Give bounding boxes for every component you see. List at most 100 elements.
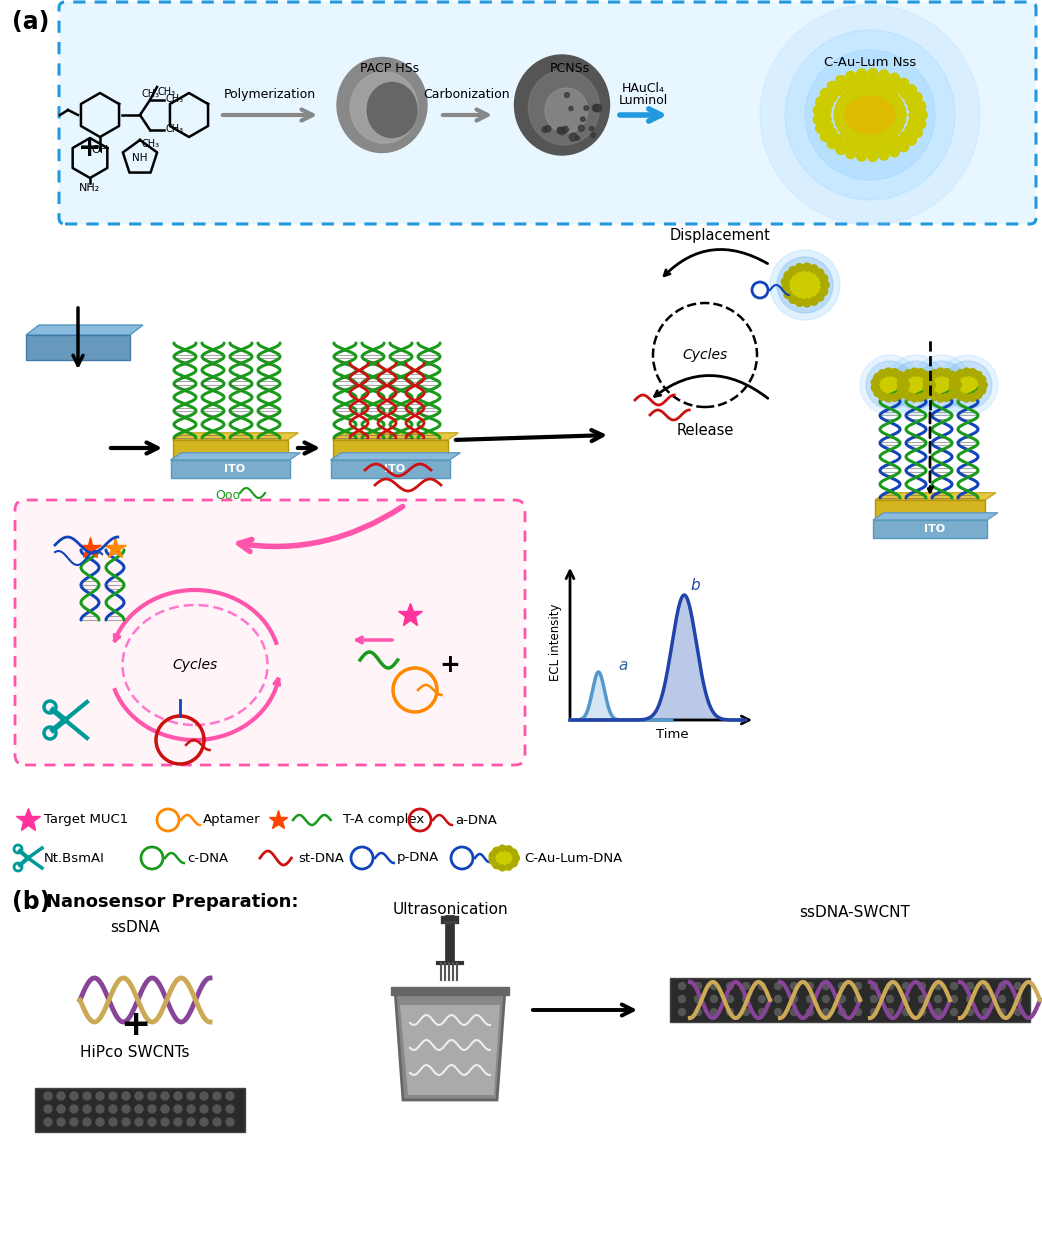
Circle shape (926, 373, 934, 382)
Circle shape (174, 1093, 182, 1100)
Circle shape (867, 145, 877, 155)
Circle shape (695, 996, 701, 1003)
Circle shape (490, 858, 496, 864)
Text: NH: NH (132, 153, 148, 163)
Ellipse shape (528, 70, 599, 145)
Circle shape (827, 139, 838, 149)
Polygon shape (400, 1006, 500, 1095)
Circle shape (868, 68, 877, 78)
Circle shape (907, 85, 916, 94)
Text: OH: OH (92, 145, 108, 155)
Circle shape (57, 1117, 65, 1126)
Circle shape (44, 1117, 52, 1126)
Circle shape (899, 375, 908, 384)
Text: CH₃: CH₃ (142, 89, 160, 99)
Circle shape (840, 81, 850, 91)
Circle shape (816, 268, 824, 277)
Circle shape (967, 982, 973, 989)
Circle shape (893, 121, 903, 131)
Circle shape (871, 378, 879, 387)
Text: Carbonization: Carbonization (424, 88, 511, 101)
Polygon shape (330, 452, 461, 460)
Circle shape (816, 293, 824, 301)
Circle shape (879, 88, 890, 98)
Ellipse shape (926, 370, 958, 399)
Circle shape (807, 996, 814, 1003)
Text: Displacement: Displacement (670, 227, 770, 242)
Circle shape (838, 97, 848, 107)
Circle shape (823, 98, 834, 108)
Circle shape (511, 860, 517, 866)
Circle shape (842, 127, 852, 137)
Circle shape (854, 996, 862, 1003)
Text: Release: Release (676, 423, 734, 438)
Circle shape (109, 1117, 117, 1126)
Circle shape (967, 996, 973, 1003)
Circle shape (950, 982, 958, 989)
Circle shape (820, 287, 827, 296)
Circle shape (591, 133, 596, 138)
Text: p-DNA: p-DNA (397, 851, 440, 864)
Circle shape (57, 1105, 65, 1112)
Circle shape (833, 134, 843, 144)
Circle shape (162, 1105, 169, 1112)
Circle shape (854, 1008, 862, 1016)
Circle shape (927, 382, 935, 389)
Polygon shape (171, 460, 290, 479)
Polygon shape (873, 520, 987, 538)
Circle shape (562, 127, 569, 133)
Text: Time: Time (656, 728, 689, 742)
Circle shape (894, 83, 903, 93)
Circle shape (226, 1117, 234, 1126)
Circle shape (963, 394, 970, 401)
Bar (391, 987, 508, 994)
Circle shape (545, 126, 551, 132)
Circle shape (917, 369, 924, 377)
Circle shape (887, 996, 893, 1003)
Circle shape (979, 382, 987, 389)
Circle shape (827, 128, 837, 138)
Circle shape (782, 277, 790, 286)
Circle shape (200, 1105, 208, 1112)
Ellipse shape (900, 370, 932, 399)
Circle shape (874, 373, 882, 382)
Circle shape (580, 117, 586, 122)
Polygon shape (171, 452, 300, 460)
Ellipse shape (337, 57, 427, 153)
Circle shape (909, 102, 918, 112)
Circle shape (923, 384, 932, 392)
Circle shape (795, 298, 803, 306)
FancyBboxPatch shape (59, 2, 1036, 224)
Circle shape (848, 77, 859, 87)
Circle shape (853, 133, 864, 143)
Circle shape (816, 123, 825, 133)
Circle shape (857, 68, 867, 80)
Circle shape (70, 1093, 78, 1100)
Circle shape (949, 384, 958, 392)
Circle shape (904, 369, 913, 378)
Circle shape (213, 1105, 221, 1112)
Circle shape (135, 1117, 143, 1126)
Text: ITO: ITO (924, 525, 945, 534)
Circle shape (890, 94, 900, 104)
Text: ssDNA-SWCNT: ssDNA-SWCNT (799, 905, 911, 920)
Circle shape (122, 1117, 130, 1126)
Text: st-DNA: st-DNA (298, 851, 344, 864)
Circle shape (795, 264, 803, 272)
Circle shape (910, 109, 919, 121)
Circle shape (802, 298, 811, 307)
Circle shape (774, 1008, 782, 1016)
Text: b: b (690, 578, 699, 593)
Polygon shape (35, 1088, 245, 1132)
Circle shape (901, 382, 909, 389)
Circle shape (807, 1008, 814, 1016)
Circle shape (833, 86, 843, 96)
Text: ssDNA: ssDNA (110, 920, 159, 935)
Circle shape (711, 982, 718, 989)
Circle shape (847, 89, 858, 99)
Circle shape (575, 135, 579, 140)
Circle shape (983, 1008, 990, 1016)
Circle shape (839, 982, 845, 989)
Circle shape (886, 129, 895, 139)
Circle shape (878, 150, 889, 160)
